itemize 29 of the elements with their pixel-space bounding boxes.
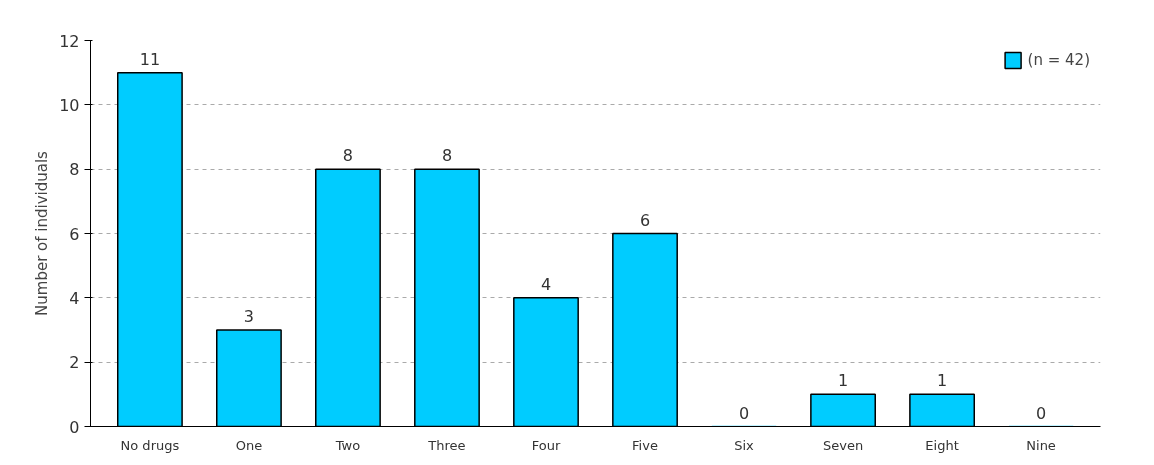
y-axis-title: Number of individuals (33, 150, 52, 316)
data-label: 1 (936, 371, 948, 391)
legend-label: (n = 42) (1027, 51, 1090, 69)
y-tick-label: 6 (69, 224, 80, 244)
y-tick-label: 0 (69, 417, 80, 437)
y-tick-label: 2 (69, 353, 80, 373)
x-tick-label: Six (734, 437, 755, 453)
y-tick-label: 10 (59, 95, 80, 115)
data-label: 8 (342, 146, 354, 166)
x-tick-label: No drugs (120, 437, 180, 453)
y-tick-label: 4 (69, 288, 80, 308)
data-label: 8 (441, 146, 453, 166)
x-tick-label: Seven (822, 437, 864, 453)
y-tick-label: 12 (59, 31, 80, 51)
y-tick-label: 8 (69, 160, 80, 180)
x-tick-label: One (235, 437, 263, 453)
data-label: 0 (1036, 403, 1047, 423)
x-tick-label: Four (531, 437, 561, 453)
x-tick-label: Two (334, 437, 361, 453)
data-label: 6 (639, 210, 651, 230)
x-tick-label: Eight (925, 437, 959, 453)
data-label: 11 (139, 49, 161, 69)
data-label: 4 (540, 274, 552, 294)
data-label: 1 (837, 371, 849, 391)
data-label: 3 (243, 307, 255, 326)
x-tick-label: Three (427, 437, 466, 453)
x-tick-label: Nine (1026, 437, 1056, 453)
data-label: 0 (738, 403, 750, 423)
x-tick-label: Five (632, 437, 658, 453)
